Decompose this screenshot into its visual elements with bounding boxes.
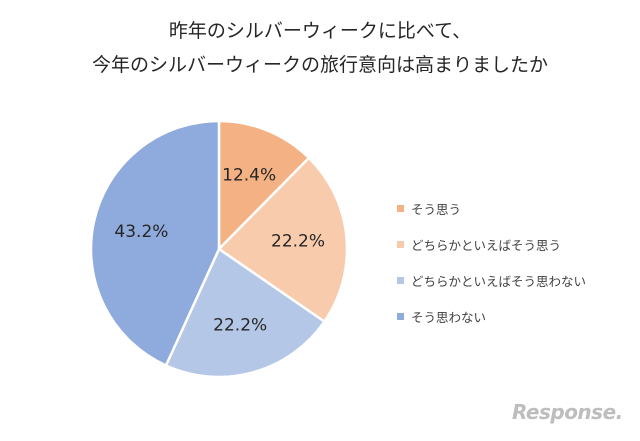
legend-item-somewhat-disagree: どちらかといえばそう思わない — [397, 262, 586, 298]
data-label: 43.2% — [114, 222, 168, 242]
legend-label: そう思わない — [411, 309, 487, 325]
legend-swatch — [397, 312, 404, 320]
legend: そう思う どちらかといえばそう思う どちらかといえばそう思わない そう思わない — [397, 190, 586, 334]
chart-title-line-1: 昨年のシルバーウィークに比べて、 — [168, 20, 472, 42]
data-label: 12.4% — [222, 166, 276, 186]
legend-swatch — [397, 240, 404, 248]
legend-label: どちらかといえばそう思わない — [411, 273, 587, 289]
slice-disagree — [89, 119, 221, 368]
data-label: 22.2% — [213, 315, 267, 335]
legend-label: どちらかといえばそう思う — [411, 237, 562, 253]
slice-strongly-agree — [217, 119, 311, 253]
slice-somewhat-agree — [217, 156, 349, 324]
legend-item-disagree: そう思わない — [397, 298, 586, 334]
response-logo-watermark: Response. — [512, 400, 623, 424]
legend-swatch — [397, 276, 404, 284]
legend-item-somewhat-agree: どちらかといえばそう思う — [397, 226, 586, 262]
legend-swatch — [397, 204, 404, 212]
chart-title: 昨年のシルバーウィークに比べて、 今年のシルバーウィークの旅行意向は高まりました… — [0, 14, 640, 82]
legend-item-strongly-agree: そう思う — [397, 190, 586, 226]
data-label: 22.2% — [271, 232, 325, 252]
legend-label: そう思う — [411, 201, 462, 217]
chart-title-line-2: 今年のシルバーウィークの旅行意向は高まりましたか — [91, 54, 548, 76]
